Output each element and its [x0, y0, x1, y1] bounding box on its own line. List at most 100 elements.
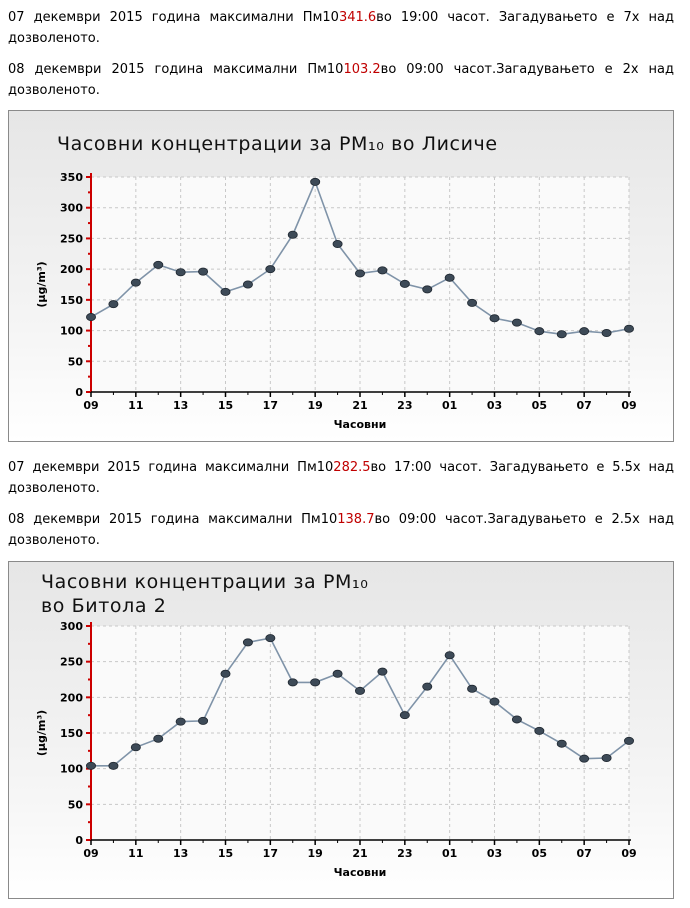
data-point — [444, 651, 455, 660]
note-text-post: во 19:00 часот. Загадувањето е 7x над до… — [8, 10, 674, 46]
note-value: 341.6 — [338, 10, 377, 25]
x-tick-label: 01 — [442, 399, 457, 412]
data-point — [422, 285, 433, 294]
data-point — [534, 327, 545, 336]
y-axis-label: (µg/m³) — [35, 261, 48, 307]
x-tick-label: 13 — [173, 847, 188, 860]
note-text-pre: 08 декември 2015 година максимални Пм10 — [8, 62, 344, 77]
x-tick-label: 19 — [308, 399, 323, 412]
data-point — [489, 697, 500, 706]
x-tick-label: 09 — [83, 847, 98, 860]
data-point — [175, 717, 186, 726]
chart-bitola: Часовни концентрации за PM₁₀ во Битола 2… — [8, 561, 674, 899]
chart-plot: 0 50 100 150 200 250 300 09 11 13 15 17 19 21 23 01 03 05… — [35, 620, 637, 879]
y-tick-label: 100 — [60, 325, 83, 338]
y-tick-label: 250 — [60, 232, 83, 245]
data-point — [332, 669, 343, 678]
note-paragraph: 08 декември 2015 година максимални Пм101… — [8, 509, 674, 551]
chart-title: Часовни концентрации за PM₁₀ во Битола 2 — [41, 571, 369, 617]
data-point — [332, 239, 343, 248]
data-point — [242, 280, 253, 289]
data-point — [265, 634, 276, 643]
data-point — [220, 669, 231, 678]
note-paragraph: 08 декември 2015 година максимални Пм101… — [8, 59, 674, 101]
data-point — [130, 278, 141, 287]
data-point — [399, 711, 410, 720]
x-tick-label: 09 — [621, 847, 636, 860]
note-text-post: во 09:00 часот.Загадувањето е 2.5x над д… — [8, 512, 675, 548]
x-tick-label: 23 — [397, 847, 412, 860]
y-tick-label: 50 — [68, 798, 84, 811]
data-point — [444, 273, 455, 282]
x-tick-label: 05 — [532, 847, 547, 860]
data-point — [354, 686, 365, 695]
note-text-pre: 07 декември 2015 година максимални Пм10 — [8, 460, 334, 475]
data-point — [198, 716, 209, 725]
data-point — [198, 267, 209, 276]
y-tick-label: 300 — [60, 202, 83, 215]
note-value: 103.2 — [343, 62, 381, 77]
x-tick-label: 05 — [532, 399, 547, 412]
note-text-pre: 07 декември 2015 година максимални Пм10 — [8, 10, 339, 25]
data-point — [265, 265, 276, 274]
x-axis-label: Часовни — [334, 866, 387, 879]
y-tick-label: 0 — [75, 834, 83, 847]
data-point — [399, 279, 410, 288]
note-paragraph: 07 декември 2015 година максимални Пм102… — [8, 457, 674, 499]
data-point — [86, 313, 97, 322]
x-tick-label: 03 — [487, 399, 502, 412]
y-tick-label: 150 — [60, 294, 83, 307]
data-point — [377, 667, 388, 676]
data-point — [86, 761, 97, 770]
x-tick-label: 21 — [352, 399, 367, 412]
data-point — [354, 269, 365, 278]
chart-lisiche: Часовни концентрации за PM₁₀ во Лисиче 0… — [8, 110, 674, 442]
x-axis-label: Часовни — [334, 418, 387, 431]
x-tick-label: 03 — [487, 847, 502, 860]
data-point — [153, 734, 164, 743]
note-value: 282.5 — [333, 460, 371, 475]
data-point — [310, 177, 321, 186]
x-tick-label: 21 — [352, 847, 367, 860]
y-tick-label: 300 — [60, 620, 83, 633]
x-tick-label: 23 — [397, 399, 412, 412]
x-tick-label: 17 — [263, 399, 278, 412]
x-tick-label: 07 — [577, 399, 592, 412]
data-point — [108, 761, 119, 770]
data-point — [130, 743, 141, 752]
y-axis-label: (µg/m³) — [35, 710, 48, 756]
data-point — [287, 678, 298, 687]
plot-area — [91, 177, 629, 392]
data-point — [310, 678, 321, 687]
x-tick-label: 11 — [128, 847, 143, 860]
data-point — [242, 638, 253, 647]
data-point — [556, 739, 567, 748]
x-tick-label: 15 — [218, 847, 233, 860]
data-point — [377, 266, 388, 275]
y-tick-label: 200 — [60, 691, 83, 704]
data-point — [175, 268, 186, 277]
y-tick-label: 200 — [60, 263, 83, 276]
chart-title: Часовни концентрации за PM₁₀ во Лисиче — [57, 133, 498, 155]
data-point — [556, 330, 567, 339]
data-point — [579, 327, 590, 336]
y-tick-label: 0 — [75, 386, 83, 399]
note-text-pre: 08 декември 2015 година максимални Пм10 — [8, 512, 338, 527]
x-tick-label: 01 — [442, 847, 457, 860]
x-tick-label: 09 — [621, 399, 636, 412]
data-point — [624, 736, 635, 745]
data-point — [624, 324, 635, 333]
data-point — [153, 260, 164, 269]
x-tick-label: 19 — [308, 847, 323, 860]
data-point — [467, 684, 478, 693]
note-value: 138.7 — [337, 512, 375, 527]
data-point — [601, 753, 612, 762]
note-text-post: во 09:00 часот.Загадувањето е 2x над доз… — [8, 62, 674, 98]
note-paragraph: 07 декември 2015 година максимални Пм103… — [8, 7, 674, 49]
data-point — [511, 318, 522, 327]
data-point — [287, 230, 298, 239]
x-tick-label: 13 — [173, 399, 188, 412]
data-point — [489, 314, 500, 323]
y-tick-label: 100 — [60, 763, 83, 776]
